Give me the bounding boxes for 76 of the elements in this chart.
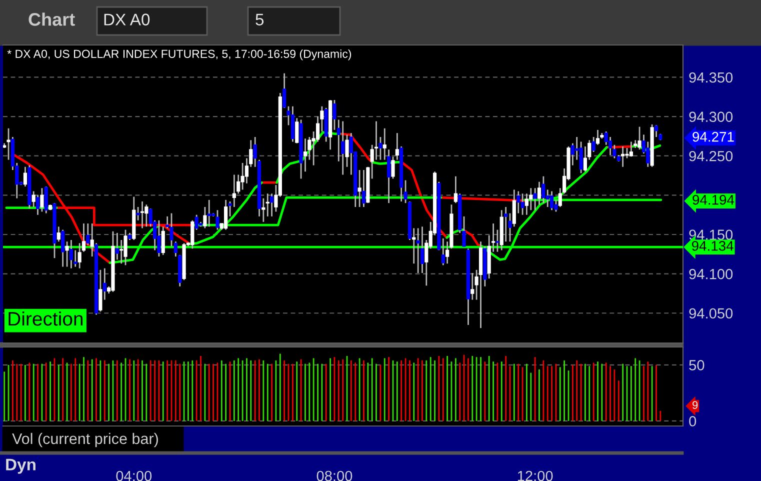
candlestick [120,239,124,264]
candlestick [65,240,69,268]
x-tick-label: 04:00 [116,470,152,481]
candlestick [102,268,106,300]
candlestick [441,238,445,266]
text: Vol (current price bar) [12,432,158,448]
candlestick [270,192,274,218]
candlestick [533,187,537,211]
candlestick [232,174,236,208]
y-tick-label: 94.250 [689,150,733,162]
candlestick [240,162,244,190]
candlestick [207,199,211,228]
x-tick-label: 08:00 [316,470,352,481]
y-tick-label: 94.300 [689,112,733,122]
text: 9 [692,401,698,409]
y-tick-label: 94.350 [689,72,733,83]
candlestick [496,229,500,252]
candlestick [61,229,65,268]
candlestick [23,166,28,188]
chart-title: * DX A0, US DOLLAR INDEX FUTURES, 5, 17:00-16:59 (Dynamic) [7,49,352,60]
y-tick-label: 94.050 [689,308,733,319]
candlestick [579,141,583,174]
text: DX A0 [104,14,150,26]
candlestick [6,128,10,160]
annotation: Direction [8,311,83,326]
text: 94.194 [692,194,734,205]
candlestick [550,190,554,211]
candlestick [266,192,270,218]
candlestick [629,141,633,158]
candlestick [362,169,366,208]
candlestick [140,200,144,229]
candlestick [69,239,73,269]
candlestick [36,194,40,216]
candlestick [529,187,533,211]
candlestick [40,187,44,212]
y-tick-label: 94.150 [689,230,733,240]
candlestick [157,220,161,258]
text: 94.271 [692,132,734,142]
candlestick [194,214,198,230]
candlestick [203,206,207,229]
candlestick [638,126,642,150]
candlestick [170,212,174,247]
candlestick [216,209,220,230]
candlestick [44,186,48,214]
candlestick [358,169,362,208]
candlestick [625,147,629,159]
candlestick [78,242,82,269]
candlestick [542,176,546,204]
candlestick [290,106,294,142]
candlestick [144,204,148,228]
candlestick [332,99,336,131]
candlestick [520,192,524,216]
ref-line-label: 94.134 [692,240,734,251]
candlestick [470,272,474,300]
candlestick [391,156,395,180]
y-tick-label: 94.100 [689,268,733,280]
candlestick [98,269,102,312]
text: Dyn [6,458,36,474]
candlestick [341,120,345,176]
x-tick-label: 12:00 [518,470,553,481]
candlestick [416,228,420,274]
candlestick [621,146,625,168]
y-tick-label: 0 [689,416,696,426]
y-tick-label: 50 [689,360,704,370]
candlestick [56,226,60,242]
candlestick [124,229,128,266]
candlestick [382,128,386,160]
candlestick [512,188,516,228]
text: 5 [256,14,264,26]
candlestick [115,232,119,260]
candlestick [303,138,308,172]
text: Chart [28,12,75,26]
candlestick [395,132,399,160]
candlestick [190,220,194,250]
candlestick [224,199,228,230]
candlestick [161,226,165,256]
